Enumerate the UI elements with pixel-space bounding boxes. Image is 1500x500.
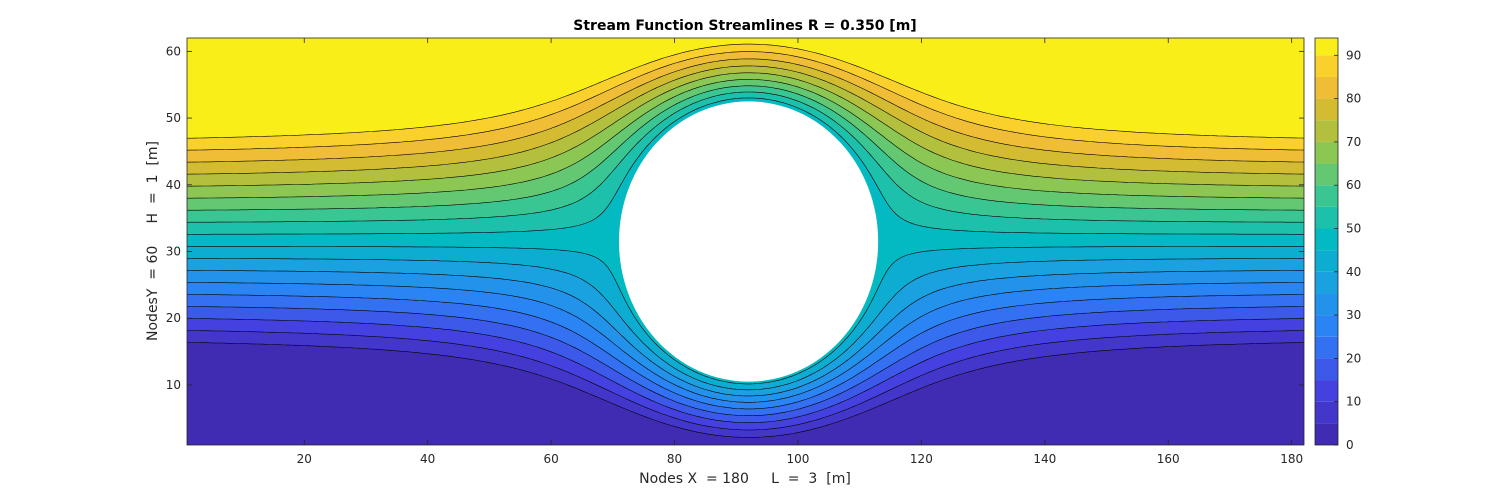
x-tick-label: 80 — [667, 452, 682, 466]
x-tick-label: 20 — [297, 452, 312, 466]
colorbar-tick-label: 20 — [1346, 351, 1361, 365]
colorbar-band — [1315, 163, 1338, 186]
x-tick-label: 120 — [910, 452, 933, 466]
streamline — [187, 58, 1304, 163]
streamline — [187, 43, 1304, 139]
x-tick-label: 60 — [543, 452, 558, 466]
streamline — [187, 258, 1304, 391]
colorbar-band — [1315, 380, 1338, 402]
colorbar-band — [1315, 55, 1338, 77]
y-tick-label: 60 — [166, 44, 181, 58]
streamline — [187, 282, 1304, 403]
colorbar-band — [1315, 228, 1338, 251]
colorbar-band — [1315, 250, 1338, 272]
colorbar-band — [1315, 271, 1338, 294]
streamline — [187, 330, 1304, 431]
streamline — [187, 51, 1304, 151]
contour-band — [187, 79, 1304, 211]
colorbar-band — [1315, 38, 1338, 56]
colorbar-band — [1315, 76, 1338, 99]
contour-band — [187, 58, 1304, 175]
colorbar-band — [1315, 358, 1338, 381]
contour-plot-area — [186, 37, 1305, 446]
contour-band — [187, 38, 1304, 139]
colorbar-tick-label: 0 — [1346, 438, 1354, 452]
y-tick-label: 10 — [166, 378, 181, 392]
colorbar: 0 10 20 30 40 50 60 70 80 90 — [1314, 37, 1361, 452]
colorbar-tick-label: 60 — [1346, 178, 1361, 192]
colorbar-tick-label: 30 — [1346, 308, 1361, 322]
colorbar-tick-label: 50 — [1346, 222, 1361, 236]
x-tick-label: 160 — [1157, 452, 1180, 466]
chart-title: Stream Function Streamlines R = 0.350 [m… — [573, 18, 916, 34]
contour-band — [187, 72, 1304, 199]
y-tick-label: 20 — [166, 311, 181, 325]
y-tick-label: 30 — [166, 245, 181, 259]
contour-band — [187, 282, 1304, 409]
x-axis-label: Nodes X = 180 L = 3 [m] — [639, 471, 851, 487]
colorbar-band — [1315, 401, 1338, 424]
contour-band — [187, 44, 1304, 151]
colorbar-tick-label: 40 — [1346, 265, 1361, 279]
colorbar-ticks: 0 10 20 30 40 50 60 70 80 90 — [1334, 48, 1361, 452]
colorbar-band — [1315, 423, 1338, 445]
contour-band — [187, 294, 1304, 416]
colorbar-frame — [1314, 37, 1339, 446]
streamlines — [187, 43, 1304, 438]
colorbar-band — [1315, 98, 1338, 121]
streamline — [187, 318, 1304, 423]
obstacle-cylinder — [618, 101, 879, 382]
streamline — [187, 85, 1304, 211]
colorbar-band — [1315, 120, 1338, 142]
x-tick-label: 40 — [420, 452, 435, 466]
streamline — [187, 342, 1304, 438]
contour-band — [187, 306, 1304, 423]
streamline — [187, 294, 1304, 410]
colorbar-band — [1315, 141, 1338, 164]
colorbar-band — [1315, 315, 1338, 337]
contour-band — [187, 342, 1304, 445]
colorbar-tick-label: 10 — [1346, 395, 1361, 409]
contour-band — [187, 51, 1304, 163]
x-tick-label: 100 — [787, 452, 810, 466]
x-tick-label: 140 — [1033, 452, 1056, 466]
x-axis-ticks: 20 40 60 80 100 120 140 160 180 — [297, 38, 1303, 466]
colorbar-band — [1315, 336, 1338, 359]
colorbar-bands — [1315, 38, 1338, 445]
y-axis-label: NodesY = 60 H = 1 [m] — [145, 141, 161, 341]
streamline — [187, 91, 1304, 223]
streamline — [187, 246, 1304, 385]
streamline — [187, 306, 1304, 416]
contour-band — [187, 65, 1304, 187]
colorbar-band — [1315, 206, 1338, 229]
plot-frame — [186, 37, 1305, 446]
y-tick-label: 40 — [166, 178, 181, 192]
streamline — [187, 270, 1304, 397]
colorbar-tick-label: 70 — [1346, 135, 1361, 149]
colorbar-band — [1315, 293, 1338, 316]
x-tick-label: 180 — [1280, 452, 1303, 466]
streamline — [187, 65, 1304, 175]
colorbar-tick-label: 80 — [1346, 92, 1361, 106]
y-axis-ticks: 10 20 30 40 50 60 — [166, 44, 1304, 392]
colorbar-band — [1315, 185, 1338, 207]
contour-band — [187, 330, 1304, 438]
y-tick-label: 50 — [166, 111, 181, 125]
streamline — [187, 79, 1304, 199]
streamline — [187, 97, 1304, 235]
colorbar-tick-label: 90 — [1346, 48, 1361, 62]
streamline — [187, 72, 1304, 187]
